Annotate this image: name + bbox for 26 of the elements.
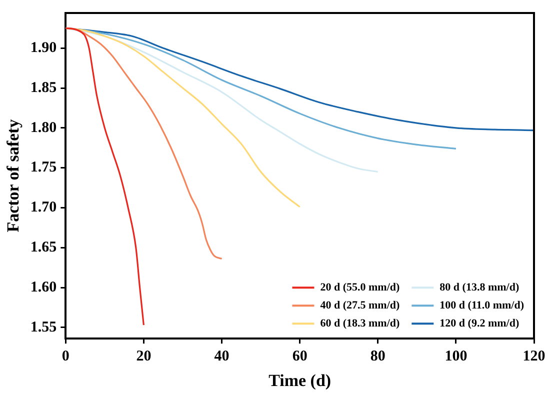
legend-label: 80 d (13.8 mm/d) [440, 281, 520, 294]
legend-label: 60 d (18.3 mm/d) [320, 317, 400, 330]
legend-label: 100 d (11.0 mm/d) [440, 299, 524, 312]
legend-label: 20 d (55.0 mm/d) [320, 281, 400, 294]
y-tick-label: 1.60 [30, 279, 57, 296]
line-series [66, 27, 145, 326]
x-tick-label: 40 [214, 348, 230, 364]
line-series [66, 27, 223, 260]
y-tick-label: 1.80 [30, 120, 57, 136]
x-tick-label: 20 [136, 348, 152, 364]
y-tick-label: 1.90 [30, 40, 57, 56]
legend-label: 40 d (27.5 mm/d) [320, 299, 400, 312]
y-tick-label: 1.75 [30, 160, 57, 176]
line-series [66, 27, 379, 173]
y-tick-label: 1.70 [30, 200, 57, 216]
x-tick-label: 120 [522, 348, 546, 364]
x-tick-label: 0 [62, 348, 70, 364]
y-tick-label: 1.65 [30, 240, 57, 256]
y-tick-label: 1.55 [30, 319, 57, 336]
x-tick-label: 60 [292, 348, 308, 364]
x-tick-label: 100 [444, 348, 468, 364]
legend-label: 120 d (9.2 mm/d) [440, 317, 520, 330]
x-tick-label: 80 [370, 348, 386, 364]
y-tick-label: 1.85 [30, 80, 57, 96]
y-axis-title: Factor of safety [4, 118, 23, 232]
x-axis-title: Time (d) [268, 371, 332, 390]
